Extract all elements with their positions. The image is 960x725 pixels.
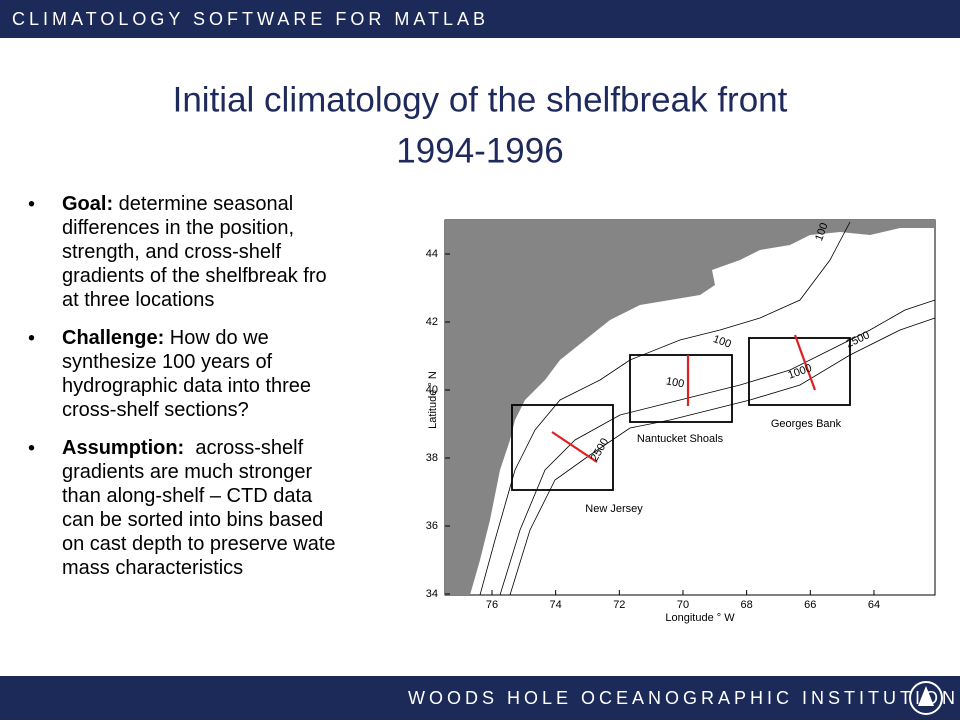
title-line: Initial climatology of the shelfbreak fr… [173, 80, 788, 119]
bullet-text: across-shelf [184, 437, 303, 459]
bullet-text: at three locations [62, 289, 214, 311]
map-figure: 34 36 38 40 42 44 76 74 72 70 68 66 64 Longitude ° W L… [420, 212, 942, 632]
bullet-line: cross-shelf sections? [62, 399, 249, 421]
contour-label: 100 [665, 375, 685, 390]
region-label: New Jersey [585, 503, 643, 515]
bullet-text: determine seasonal [113, 193, 293, 215]
lat-tick-label: 36 [426, 520, 438, 532]
bullet-line: differences in the position, [62, 217, 294, 239]
bullet-text: on cast depth to preserve wate [62, 533, 336, 555]
bullet-text: strength, and cross-shelf [62, 241, 281, 263]
bullet-text: gradients are much stronger [62, 461, 312, 483]
x-axis-label: Longitude ° W [665, 612, 735, 624]
lon-tick-label: 72 [613, 599, 625, 611]
lon-tick-label: 64 [868, 599, 880, 611]
bullet-text: mass characteristics [62, 557, 243, 579]
lat-tick-label: 40 [426, 384, 438, 396]
bullet-line: Challenge: How do we [62, 327, 269, 349]
lon-tick-label: 68 [741, 599, 753, 611]
bullet-line: than along-shelf – CTD data [62, 485, 313, 507]
region-label: Georges Bank [771, 418, 842, 430]
header-text: CLIMATOLOGY SOFTWARE FOR MATLAB [12, 9, 489, 29]
bullet-text: than along-shelf – CTD data [62, 485, 313, 507]
lat-tick-label: 42 [426, 316, 438, 328]
bullet-lead: Challenge: [62, 327, 164, 349]
bullet-line: on cast depth to preserve wate [62, 533, 336, 555]
header-bar [0, 0, 960, 38]
bullet-line: gradients of the shelfbreak fro [62, 265, 327, 287]
bullet-text: gradients of the shelfbreak fro [62, 265, 327, 287]
bullet-line: at three locations [62, 289, 214, 311]
lat-tick-label: 44 [426, 248, 438, 260]
bullet-line: Assumption: across-shelf [62, 437, 304, 459]
y-axis-label: Latitude ° N [427, 371, 439, 429]
lon-tick-label: 66 [804, 599, 816, 611]
contour-label: 100 [813, 221, 831, 242]
bullet-text: cross-shelf sections? [62, 399, 249, 421]
bullet-text: synthesize 100 years of [62, 351, 273, 373]
bullet-dot: • [28, 327, 35, 349]
footer-text: WOODS HOLE OCEANOGRAPHIC INSTITUTION [408, 688, 959, 708]
bullet-lead: Assumption: [62, 437, 184, 459]
logo [909, 681, 943, 715]
lon-tick-label: 70 [677, 599, 689, 611]
bullet-line: gradients are much stronger [62, 461, 312, 483]
bullet-line: can be sorted into bins based [62, 509, 323, 531]
bullet-text: differences in the position, [62, 217, 294, 239]
title-line: 1994-1996 [396, 131, 563, 170]
bullet-line: Goal: determine seasonal [62, 193, 293, 215]
bullet-line: synthesize 100 years of [62, 351, 273, 373]
bullet-line: mass characteristics [62, 557, 243, 579]
footer-bar [0, 676, 960, 720]
bullet-dot: • [28, 437, 35, 459]
bullet-text: How do we [164, 327, 269, 349]
lat-tick-label: 38 [426, 452, 438, 464]
bullet-lead: Goal: [62, 193, 113, 215]
lon-tick-label: 74 [550, 599, 562, 611]
lon-tick-label: 76 [486, 599, 498, 611]
region-label: Nantucket Shoals [637, 433, 724, 445]
contour-label: 100 [711, 333, 732, 351]
bullet-line: strength, and cross-shelf [62, 241, 281, 263]
lat-tick-label: 34 [426, 588, 438, 600]
bullet-dot: • [28, 193, 35, 215]
bullet-line: hydrographic data into three [62, 375, 311, 397]
bullet-text: can be sorted into bins based [62, 509, 323, 531]
bullet-text: hydrographic data into three [62, 375, 311, 397]
